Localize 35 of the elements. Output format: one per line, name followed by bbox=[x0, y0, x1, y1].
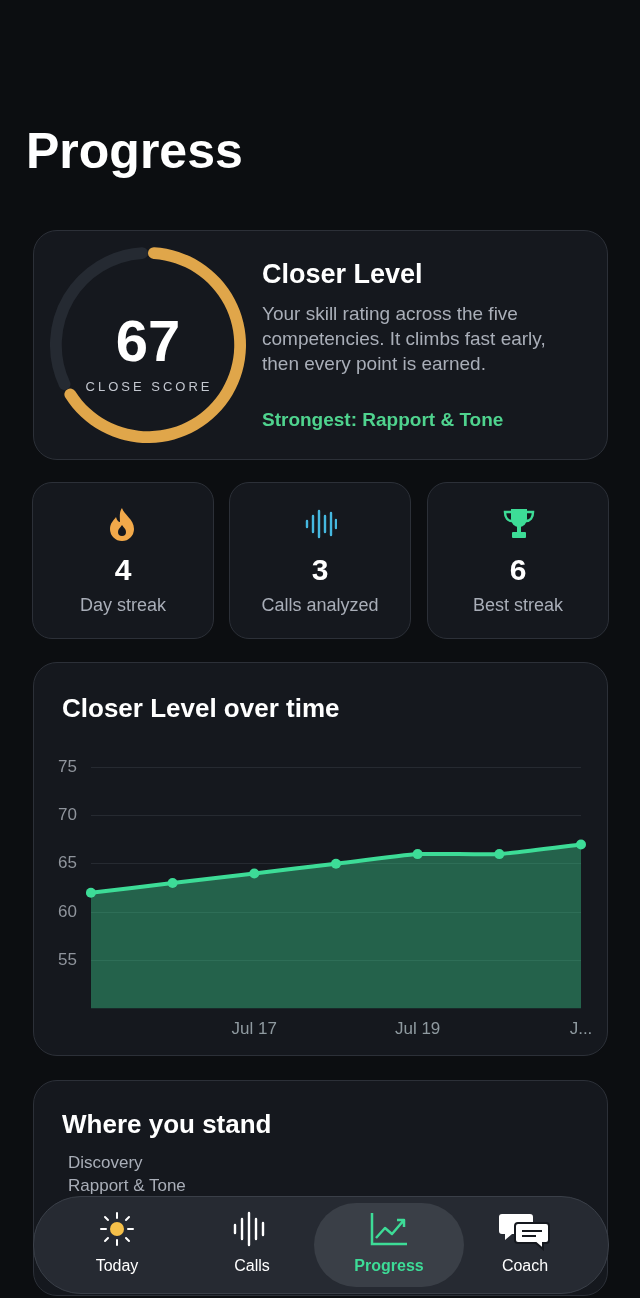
text: Where you stand bbox=[62, 1109, 272, 1140]
data-label: 67 bbox=[115, 308, 181, 373]
text: Rapport & Tone bbox=[68, 1176, 186, 1196]
text: Calls analyzed bbox=[260, 595, 380, 616]
text: Strongest: Rapport & Tone bbox=[262, 409, 504, 431]
text: Discovery bbox=[68, 1153, 143, 1173]
text: Coach bbox=[500, 1257, 550, 1275]
text: CLOSE SCORE bbox=[85, 379, 213, 394]
y-tick-label: 70 bbox=[57, 805, 77, 825]
x-tick-label: J... bbox=[569, 1019, 593, 1039]
text: 4 bbox=[113, 553, 133, 587]
chart-title: Closer Level over time bbox=[62, 693, 340, 724]
text: 3 bbox=[310, 553, 330, 587]
point bbox=[249, 868, 260, 879]
text: Progress bbox=[26, 122, 243, 180]
text: Your skill rating across the five competencies. It climbs fast early, then every point is earned. bbox=[262, 302, 547, 376]
point bbox=[330, 858, 341, 869]
text: Calls bbox=[233, 1257, 271, 1275]
text: 6 bbox=[508, 553, 528, 587]
point bbox=[576, 839, 586, 850]
text: Today bbox=[94, 1257, 140, 1275]
text: Best streak bbox=[471, 595, 564, 616]
x-tick-label: Jul 19 bbox=[394, 1019, 441, 1039]
point bbox=[494, 849, 505, 860]
y-tick-label: 60 bbox=[57, 901, 77, 921]
x-tick-label: Jul 17 bbox=[231, 1019, 277, 1039]
text: Progress bbox=[353, 1257, 425, 1275]
point bbox=[412, 849, 423, 860]
point bbox=[167, 878, 178, 889]
point bbox=[85, 887, 96, 898]
text: Closer Level bbox=[262, 259, 423, 290]
y-tick-label: 65 bbox=[57, 853, 77, 873]
text: Day streak bbox=[79, 595, 167, 616]
y-tick-label: 55 bbox=[57, 950, 77, 970]
y-tick-label: 75 bbox=[57, 756, 77, 776]
